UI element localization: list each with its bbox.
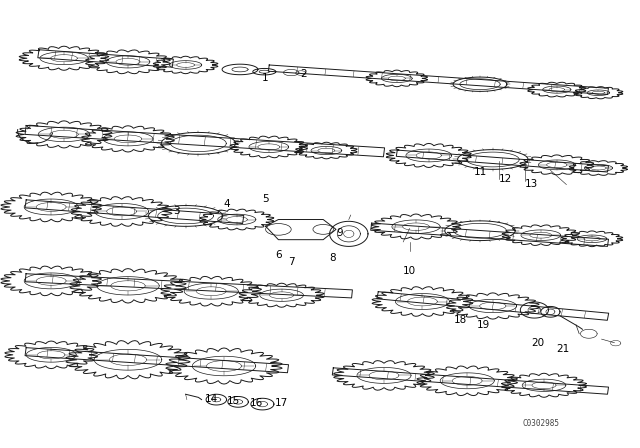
Text: 17: 17 [275, 398, 288, 408]
Text: 8: 8 [330, 253, 336, 263]
Text: 12: 12 [499, 174, 512, 184]
Text: 9: 9 [336, 228, 342, 238]
Text: 2: 2 [301, 69, 307, 79]
Text: 16: 16 [250, 398, 262, 408]
Text: C0302985: C0302985 [522, 419, 559, 428]
Text: 7: 7 [288, 257, 294, 267]
Text: 1: 1 [262, 73, 269, 83]
Text: 21: 21 [557, 345, 570, 354]
Text: 13: 13 [525, 179, 538, 189]
Text: 11: 11 [474, 168, 486, 177]
Text: 15: 15 [227, 396, 240, 406]
Text: 19: 19 [477, 320, 490, 330]
Text: 10: 10 [403, 266, 416, 276]
Text: 14: 14 [205, 394, 218, 404]
Text: 18: 18 [454, 315, 467, 325]
Text: 3: 3 [173, 206, 179, 215]
Text: 20: 20 [531, 338, 544, 348]
Text: 5: 5 [262, 194, 269, 204]
Text: 4: 4 [224, 199, 230, 209]
Text: 6: 6 [275, 250, 282, 260]
